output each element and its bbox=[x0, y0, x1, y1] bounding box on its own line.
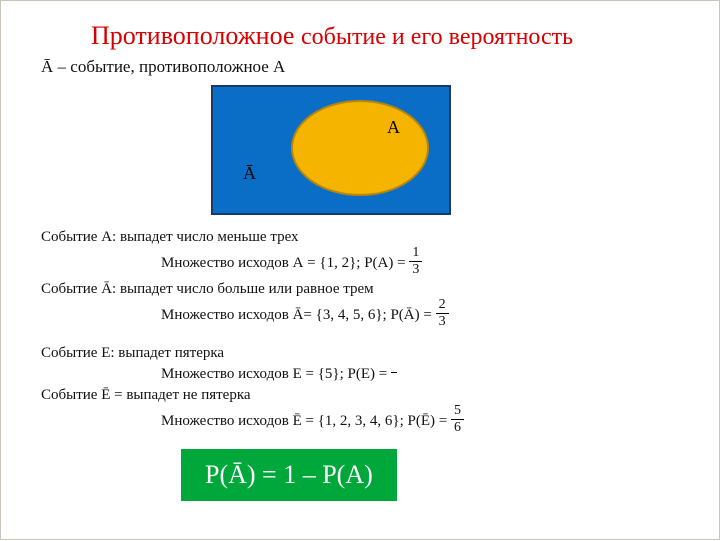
body-text: Событие А: выпадет число меньше трех Мно… bbox=[41, 227, 681, 501]
event-a-def: Событие А: выпадет число меньше трех bbox=[41, 227, 681, 248]
slide: Противоположное событие и его вероятност… bbox=[1, 1, 720, 541]
event-a-set: Множество исходов А = {1, 2}; Р(А) = 1 3 bbox=[41, 248, 681, 279]
event-a-ellipse bbox=[291, 100, 429, 196]
event-ebar-set-text: Множество исходов Ē = {1, 2, 3, 4, 6}; Р… bbox=[161, 413, 451, 429]
frac-den bbox=[391, 373, 397, 374]
spacer bbox=[41, 331, 681, 343]
slide-title: Противоположное событие и его вероятност… bbox=[41, 21, 681, 51]
fraction-pa: 1 3 bbox=[409, 246, 422, 277]
event-abar-set: Множество исходов Ā= {3, 4, 5, 6}; Р(Ā) … bbox=[41, 300, 681, 331]
fraction-pebar: 5 6 bbox=[451, 404, 464, 435]
title-rest: событие и его вероятность bbox=[301, 24, 573, 50]
event-abar-def: Событие Ā: выпадет число больше или равн… bbox=[41, 279, 681, 300]
frac-num: 1 bbox=[409, 246, 422, 262]
event-abar-set-text: Множество исходов Ā= {3, 4, 5, 6}; Р(Ā) … bbox=[161, 307, 436, 323]
frac-num: 2 bbox=[436, 298, 449, 314]
label-a-bar: Ā bbox=[243, 163, 256, 184]
subtitle: Ā – событие, противоположное А bbox=[41, 57, 681, 77]
event-a-set-text: Множество исходов А = {1, 2}; Р(А) = bbox=[161, 255, 409, 271]
frac-den: 3 bbox=[409, 262, 422, 277]
event-e-def: Событие Е: выпадет пятерка bbox=[41, 343, 681, 364]
fraction-pabar: 2 3 bbox=[436, 298, 449, 329]
frac-num: 5 bbox=[451, 404, 464, 420]
event-ebar-def: Событие Ē = выпадет не пятерка bbox=[41, 385, 681, 406]
event-e-set-text: Множество исходов Е = {5}; Р(Е) = bbox=[161, 366, 391, 382]
label-a: А bbox=[387, 117, 400, 138]
frac-den: 3 bbox=[436, 314, 449, 329]
complement-diagram: Ā А bbox=[211, 85, 451, 215]
event-ebar-set: Множество исходов Ē = {1, 2, 3, 4, 6}; Р… bbox=[41, 406, 681, 437]
fraction-pe bbox=[391, 371, 397, 374]
complement-formula-box: Р(Ā) = 1 – Р(А) bbox=[181, 449, 397, 501]
title-strong: Противоположное bbox=[91, 21, 301, 50]
event-e-set: Множество исходов Е = {5}; Р(Е) = bbox=[41, 364, 681, 385]
complement-formula: Р(Ā) = 1 – Р(А) bbox=[205, 460, 373, 489]
frac-den: 6 bbox=[451, 420, 464, 435]
